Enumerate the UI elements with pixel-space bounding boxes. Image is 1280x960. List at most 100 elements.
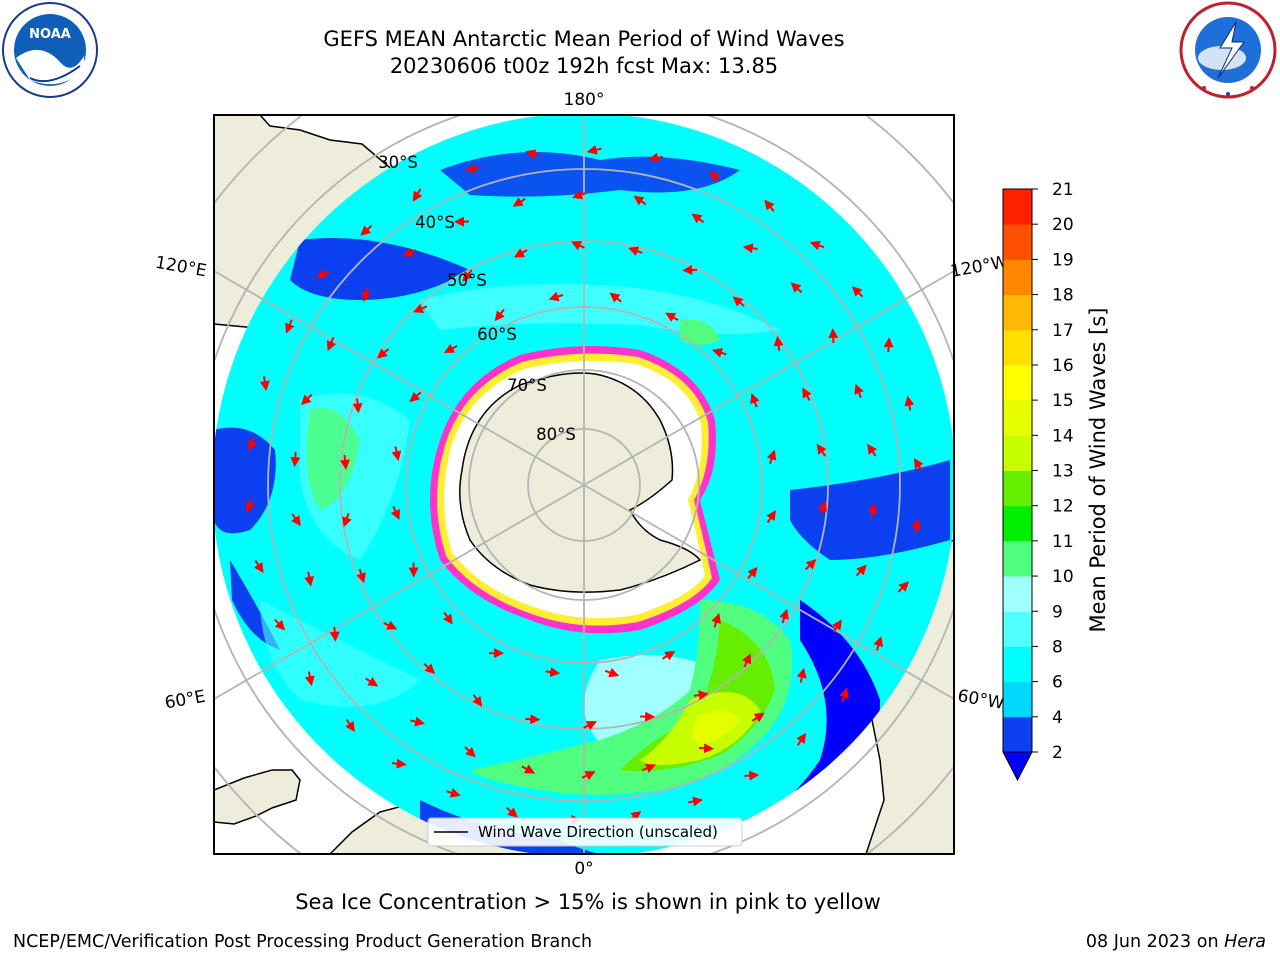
- wind-wave-arrow: [851, 286, 864, 298]
- lat-label-60s: 60°S: [477, 325, 517, 344]
- wind-wave-arrow: [609, 292, 622, 303]
- wind-wave-arrow: [352, 398, 363, 414]
- wind-wave-arrow: [356, 568, 366, 584]
- wind-wave-arrow: [304, 671, 315, 687]
- wind-wave-arrow: [376, 348, 390, 359]
- footer-machine: Hera: [1224, 932, 1266, 952]
- wind-wave-arrow: [817, 500, 828, 516]
- wind-wave-arrow: [326, 337, 337, 352]
- sea-ice-caption: Sea Ice Concentration > 15% is shown in …: [295, 890, 881, 914]
- wind-wave-arrow: [913, 457, 924, 472]
- wind-wave-arrow: [750, 393, 760, 408]
- lon-label-180: 180°: [564, 90, 605, 110]
- graticule: [214, 115, 954, 854]
- wind-wave-arrow: [464, 746, 476, 758]
- wind-wave-arrow: [904, 395, 915, 411]
- wind-wave-arrow: [494, 308, 505, 322]
- colorbar-tick-label: 2: [1052, 743, 1063, 763]
- wind-wave-arrow: [867, 443, 877, 457]
- wind-wave-arrow: [648, 152, 664, 163]
- wind-wave-arrow: [854, 383, 864, 399]
- wind-wave-arrow: [796, 667, 807, 683]
- wind-wave-arrow: [766, 510, 776, 524]
- wind-wave-arrow: [773, 335, 784, 351]
- wind-wave-arrow: [472, 694, 483, 707]
- colorbar-segment: [1003, 646, 1032, 683]
- wind-wave-arrow: [779, 608, 789, 624]
- wind-wave-arrow: [329, 626, 340, 642]
- wind-wave-arrow: [525, 149, 540, 160]
- wind-wave-arrow: [711, 613, 721, 628]
- colorbar-segment: [1003, 364, 1032, 401]
- wind-wave-arrow: [742, 243, 758, 254]
- wind-wave-arrow: [290, 452, 301, 468]
- colorbar-tick-label: 10: [1052, 567, 1074, 587]
- colorbar-label: Mean Period of Wind Waves [s]: [1086, 308, 1110, 633]
- lat-label-50s: 50°S: [447, 271, 487, 290]
- colorbar-tick-label: 18: [1052, 286, 1074, 306]
- colorbar-segment: [1003, 716, 1032, 753]
- noaa-logo-text: NOAA: [29, 27, 71, 42]
- noaa-logo: NOAA: [2, 2, 98, 98]
- colorbar-tick-label: 14: [1052, 426, 1074, 446]
- wind-wave-arrow: [442, 611, 453, 625]
- wind-wave-arrow: [245, 498, 255, 513]
- colorbar-segment: [1003, 224, 1032, 260]
- map-legend: Wind Wave Direction (unscaled): [427, 817, 743, 847]
- wind-wave-arrow: [572, 189, 587, 200]
- wind-wave-arrow: [747, 566, 758, 580]
- wind-wave-arrow: [409, 391, 422, 403]
- wind-wave-arrow: [764, 199, 775, 212]
- colorbar-tick-label: 12: [1052, 497, 1074, 517]
- wind-wave-arrow: [383, 620, 398, 630]
- wind-wave-arrow: [247, 436, 257, 452]
- wind-wave-arrow: [365, 676, 379, 687]
- wind-wave-arrow: [505, 807, 518, 818]
- colorbar-tick-label: 16: [1052, 356, 1074, 376]
- wind-wave-arrow: [693, 690, 709, 701]
- wind-wave-arrow: [867, 503, 878, 518]
- wind-wave-arrow: [741, 653, 752, 668]
- wind-wave-arrow: [340, 454, 350, 470]
- colorbar-tick-label: 4: [1052, 708, 1063, 728]
- wind-wave-arrow: [413, 303, 428, 314]
- wind-wave-arrow: [525, 714, 541, 725]
- page-title: GEFS MEAN Antarctic Mean Period of Wind …: [323, 27, 845, 51]
- wind-wave-arrow: [512, 197, 526, 207]
- wind-wave-arrow: [897, 581, 910, 593]
- lon-label-120w: 120°W: [949, 252, 1010, 282]
- lat-label-40s: 40°S: [415, 213, 455, 232]
- latitude-labels: 30°S 40°S 50°S 60°S 70°S 80°S: [378, 153, 576, 444]
- colorbar-tick-label: 17: [1052, 321, 1074, 341]
- colorbar-tick-label: 8: [1052, 637, 1063, 657]
- colorbar-segment: [1003, 294, 1032, 331]
- wind-wave-arrow: [804, 559, 817, 571]
- colorbar-segment: [1003, 189, 1032, 225]
- wind-wave-arrow: [390, 505, 400, 521]
- wind-wave-arrow: [410, 716, 426, 727]
- wind-wave-arrow: [699, 743, 715, 754]
- colorbar-tick-label: 15: [1052, 391, 1074, 411]
- colorbar-segment: [1003, 681, 1032, 718]
- wind-wave-arrow: [253, 559, 264, 574]
- footer-date-text: 08 Jun 2023 on: [1085, 932, 1219, 952]
- wind-wave-arrow: [641, 763, 656, 774]
- wind-wave-arrow: [816, 443, 827, 457]
- wind-wave-arrow: [548, 291, 564, 302]
- wind-wave-arrow: [581, 771, 596, 781]
- wind-wave-arrow: [412, 188, 423, 202]
- wind-wave-arrow: [360, 225, 373, 236]
- colorbar-segment: [1003, 435, 1032, 471]
- wind-wave-arrow: [300, 393, 313, 406]
- wind-wave-arrow: [402, 247, 417, 257]
- wind-wave-arrow: [796, 732, 807, 746]
- wind-wave-arrow: [832, 619, 842, 633]
- wind-wave-arrow: [665, 312, 679, 322]
- lon-label-60w: 60°W: [956, 686, 1006, 714]
- wind-wave-arrow: [604, 667, 620, 678]
- wind-wave-arrow: [873, 636, 884, 651]
- wind-wave-arrow: [545, 667, 561, 678]
- wind-wave-arrow: [391, 446, 402, 462]
- colorbar-tick-label: 9: [1052, 602, 1063, 622]
